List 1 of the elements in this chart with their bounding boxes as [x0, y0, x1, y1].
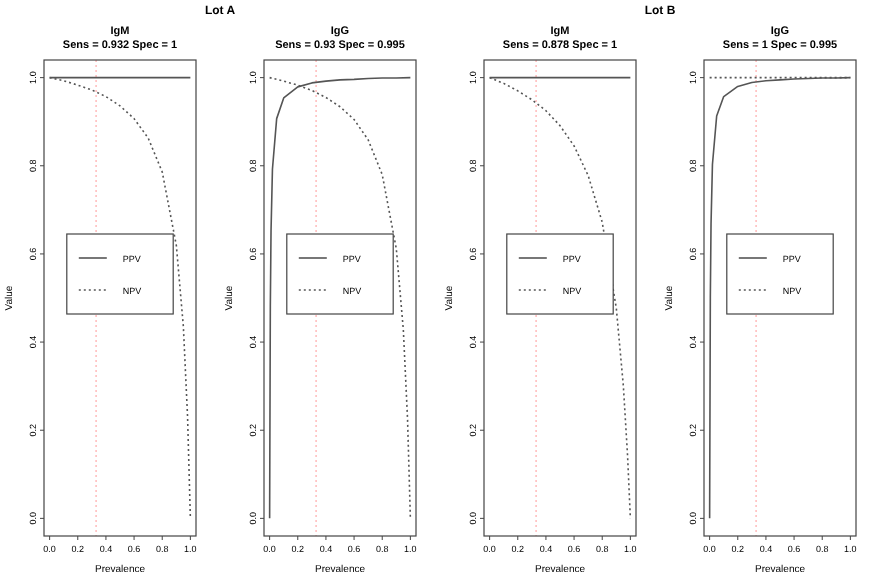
- line-series: [268, 76, 412, 520]
